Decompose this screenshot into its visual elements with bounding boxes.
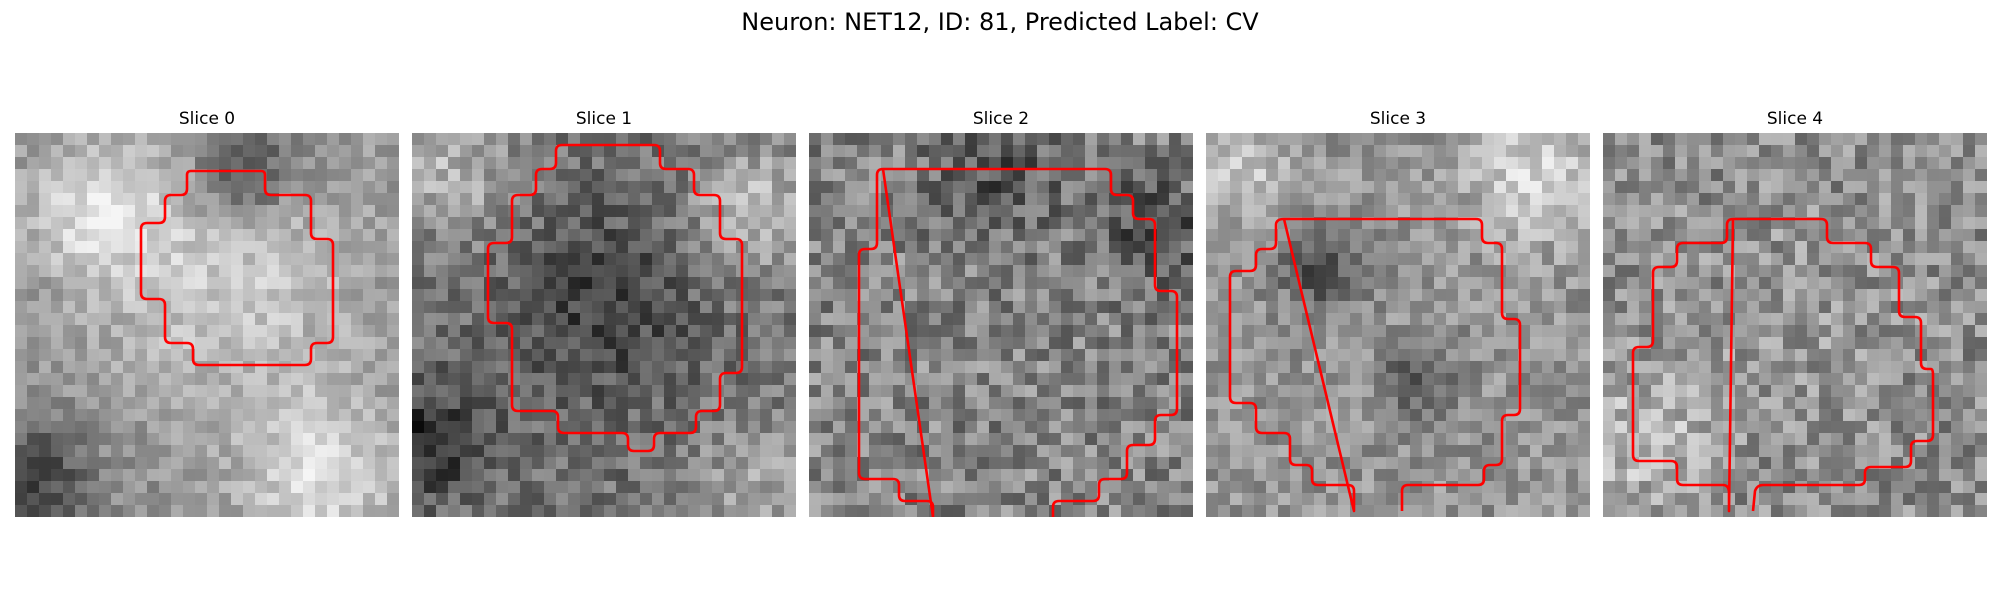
roi-contour	[486, 143, 744, 453]
slice-image-0	[15, 133, 399, 517]
slice-panel-2: Slice 2	[809, 105, 1193, 517]
slice-image-3	[1206, 133, 1590, 517]
slice-title: Slice 3	[1369, 109, 1427, 129]
slice-panel-3: Slice 3	[1206, 105, 1590, 517]
slice-panel-1: Slice 1	[412, 105, 796, 517]
slice-image-2	[809, 133, 1193, 517]
slice-panel-4: Slice 4	[1603, 105, 1987, 517]
slice-panel-0: Slice 0	[15, 105, 399, 517]
slice-image-1	[412, 133, 796, 517]
roi-contour	[1228, 217, 1522, 513]
roi-contour	[139, 169, 335, 367]
slice-title: Slice 4	[1766, 109, 1824, 129]
slice-image-4	[1603, 133, 1987, 517]
slice-title: Slice 0	[178, 109, 236, 129]
figure-title: Neuron: NET12, ID: 81, Predicted Label: …	[741, 8, 1259, 36]
roi-contour	[857, 167, 1179, 517]
slice-title: Slice 2	[972, 109, 1030, 129]
roi-contour	[1631, 217, 1935, 513]
slice-title: Slice 1	[575, 109, 633, 129]
